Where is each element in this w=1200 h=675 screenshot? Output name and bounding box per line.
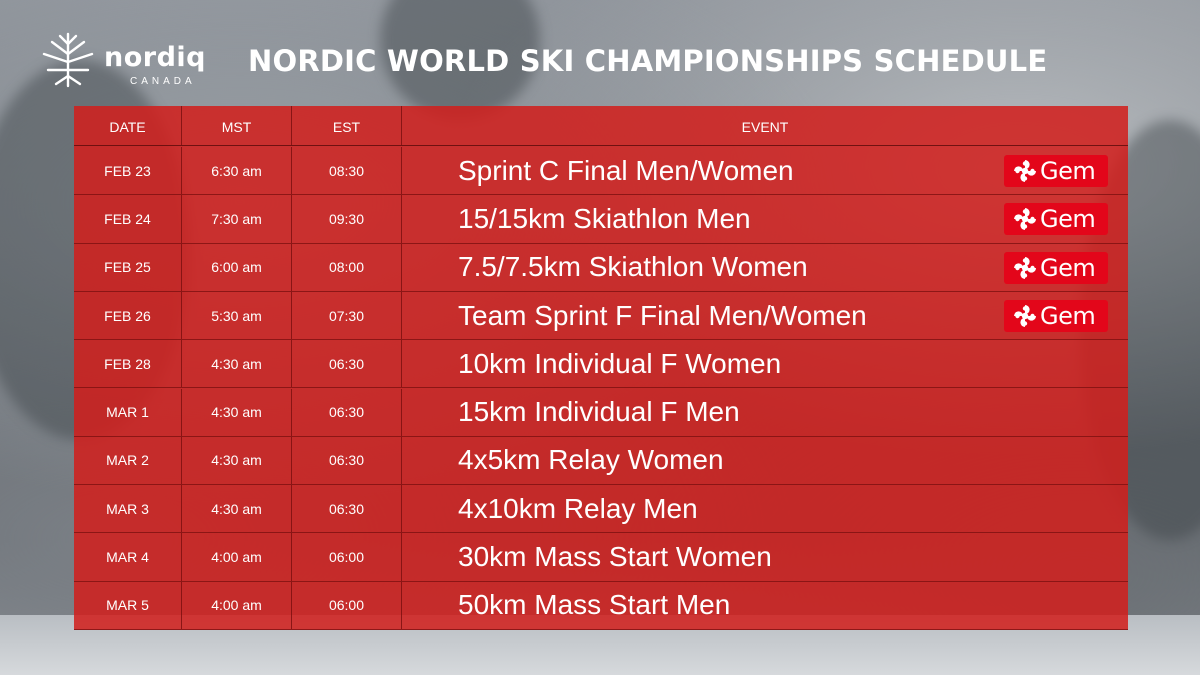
table-row: FEB 25 6:00 am 08:00 7.5/7.5km Skiathlon Wo… bbox=[74, 243, 1128, 292]
row-date: FEB 26 bbox=[74, 291, 182, 340]
row-est: 06:30 bbox=[292, 388, 402, 436]
maple-leaf-logo-icon bbox=[42, 32, 94, 88]
row-mst: 5:30 am bbox=[182, 291, 292, 340]
table-row: MAR 5 4:00 am 06:00 50km Mass Start Men bbox=[74, 581, 1128, 630]
event-name: 10km Individual F Women bbox=[458, 347, 782, 379]
header-mst: MST bbox=[182, 106, 292, 145]
gem-badge-label: Gem bbox=[1040, 205, 1096, 234]
row-mst: 4:00 am bbox=[182, 581, 292, 629]
row-est: 06:30 bbox=[292, 340, 402, 388]
header-est: EST bbox=[292, 106, 402, 145]
table-row: MAR 1 4:30 am 06:30 15km Individual F Men bbox=[74, 388, 1128, 437]
row-date: MAR 4 bbox=[74, 533, 182, 581]
row-event: 15km Individual F Men bbox=[402, 389, 1128, 436]
table-header-row: DATE MST EST EVENT bbox=[74, 106, 1128, 146]
row-est: 08:30 bbox=[292, 147, 402, 195]
row-event: 10km Individual F Women bbox=[402, 340, 1128, 387]
header-date: DATE bbox=[74, 106, 182, 145]
event-name: 4x10km Relay Men bbox=[458, 492, 698, 524]
row-est: 08:00 bbox=[292, 243, 402, 291]
cbc-gem-badge: Gem bbox=[1004, 155, 1108, 187]
table-row: FEB 26 5:30 am 07:30 Team Sprint F Final Me… bbox=[74, 291, 1128, 341]
row-date: FEB 24 bbox=[74, 195, 182, 243]
row-mst: 4:30 am bbox=[182, 485, 292, 533]
table-row: MAR 2 4:30 am 06:30 4x5km Relay Women bbox=[74, 436, 1128, 486]
row-date: FEB 25 bbox=[74, 243, 182, 291]
event-name: 15km Individual F Men bbox=[458, 396, 740, 428]
row-event: 30km Mass Start Women bbox=[402, 533, 1128, 580]
table-row: FEB 24 7:30 am 09:30 15/15km Skiathlon Men G… bbox=[74, 195, 1128, 244]
gem-badge-label: Gem bbox=[1040, 157, 1096, 185]
row-mst: 4:30 am bbox=[182, 388, 292, 436]
table-row: MAR 4 4:00 am 06:00 30km Mass Start Women bbox=[74, 533, 1128, 582]
row-date: FEB 28 bbox=[74, 340, 182, 388]
row-event: 4x10km Relay Men bbox=[402, 485, 1128, 532]
row-date: MAR 3 bbox=[74, 485, 182, 533]
nordiq-canada-logo: nordiq CANADA bbox=[38, 30, 218, 92]
row-mst: 4:00 am bbox=[182, 533, 292, 581]
row-est: 07:30 bbox=[292, 291, 402, 340]
row-est: 06:00 bbox=[292, 581, 402, 629]
cbc-gem-icon bbox=[1014, 304, 1036, 327]
row-mst: 6:00 am bbox=[182, 243, 292, 291]
schedule-table: DATE MST EST EVENT FEB 23 6:30 am 08:30 Spr… bbox=[74, 106, 1128, 630]
row-mst: 4:30 am bbox=[182, 436, 292, 485]
cbc-gem-icon bbox=[1014, 208, 1036, 231]
row-est: 06:30 bbox=[292, 485, 402, 533]
row-date: MAR 2 bbox=[74, 436, 182, 485]
row-event: Team Sprint F Final Men/Women Gem bbox=[402, 292, 1128, 339]
event-name: 50km Mass Start Men bbox=[458, 589, 731, 621]
cbc-gem-icon bbox=[1014, 256, 1036, 279]
row-event: 7.5/7.5km Skiathlon Women Gem bbox=[402, 244, 1128, 291]
event-name: Sprint C Final Men/Women bbox=[458, 154, 794, 186]
row-est: 06:30 bbox=[292, 436, 402, 485]
cbc-gem-badge: Gem bbox=[1004, 251, 1108, 284]
gem-badge-label: Gem bbox=[1040, 253, 1096, 282]
header-event: EVENT bbox=[741, 118, 789, 135]
logo-wordmark: nordiq bbox=[104, 42, 206, 73]
row-event: 4x5km Relay Women bbox=[402, 437, 1128, 484]
table-row: FEB 23 6:30 am 08:30 Sprint C Final Men/Wom… bbox=[74, 147, 1128, 196]
row-event: 50km Mass Start Men bbox=[402, 582, 1128, 629]
page-title: NORDIC WORLD SKI CHAMPIONSHIPS SCHEDULE bbox=[248, 44, 1048, 78]
cbc-gem-badge: Gem bbox=[1004, 299, 1108, 332]
event-name: 4x5km Relay Women bbox=[458, 444, 724, 476]
row-mst: 7:30 am bbox=[182, 195, 292, 243]
row-date: MAR 1 bbox=[74, 388, 182, 436]
cbc-gem-icon bbox=[1014, 160, 1036, 182]
gem-badge-label: Gem bbox=[1040, 301, 1096, 330]
row-mst: 6:30 am bbox=[182, 147, 292, 195]
cbc-gem-badge: Gem bbox=[1004, 203, 1108, 236]
logo-subtitle: CANADA bbox=[130, 76, 196, 87]
row-event: 15/15km Skiathlon Men Gem bbox=[402, 195, 1128, 242]
table-row: FEB 28 4:30 am 06:30 10km Individual F Wome… bbox=[74, 340, 1128, 389]
event-name: 7.5/7.5km Skiathlon Women bbox=[458, 251, 808, 283]
row-est: 09:30 bbox=[292, 195, 402, 243]
row-event: Sprint C Final Men/Women Gem bbox=[402, 147, 1128, 194]
row-date: FEB 23 bbox=[74, 147, 182, 195]
row-est: 06:00 bbox=[292, 533, 402, 581]
table-row: MAR 3 4:30 am 06:30 4x10km Relay Men bbox=[74, 485, 1128, 534]
event-name: Team Sprint F Final Men/Women bbox=[458, 299, 867, 331]
row-date: MAR 5 bbox=[74, 581, 182, 629]
event-name: 15/15km Skiathlon Men bbox=[458, 202, 751, 234]
event-name: 30km Mass Start Women bbox=[458, 541, 772, 573]
row-mst: 4:30 am bbox=[182, 340, 292, 388]
